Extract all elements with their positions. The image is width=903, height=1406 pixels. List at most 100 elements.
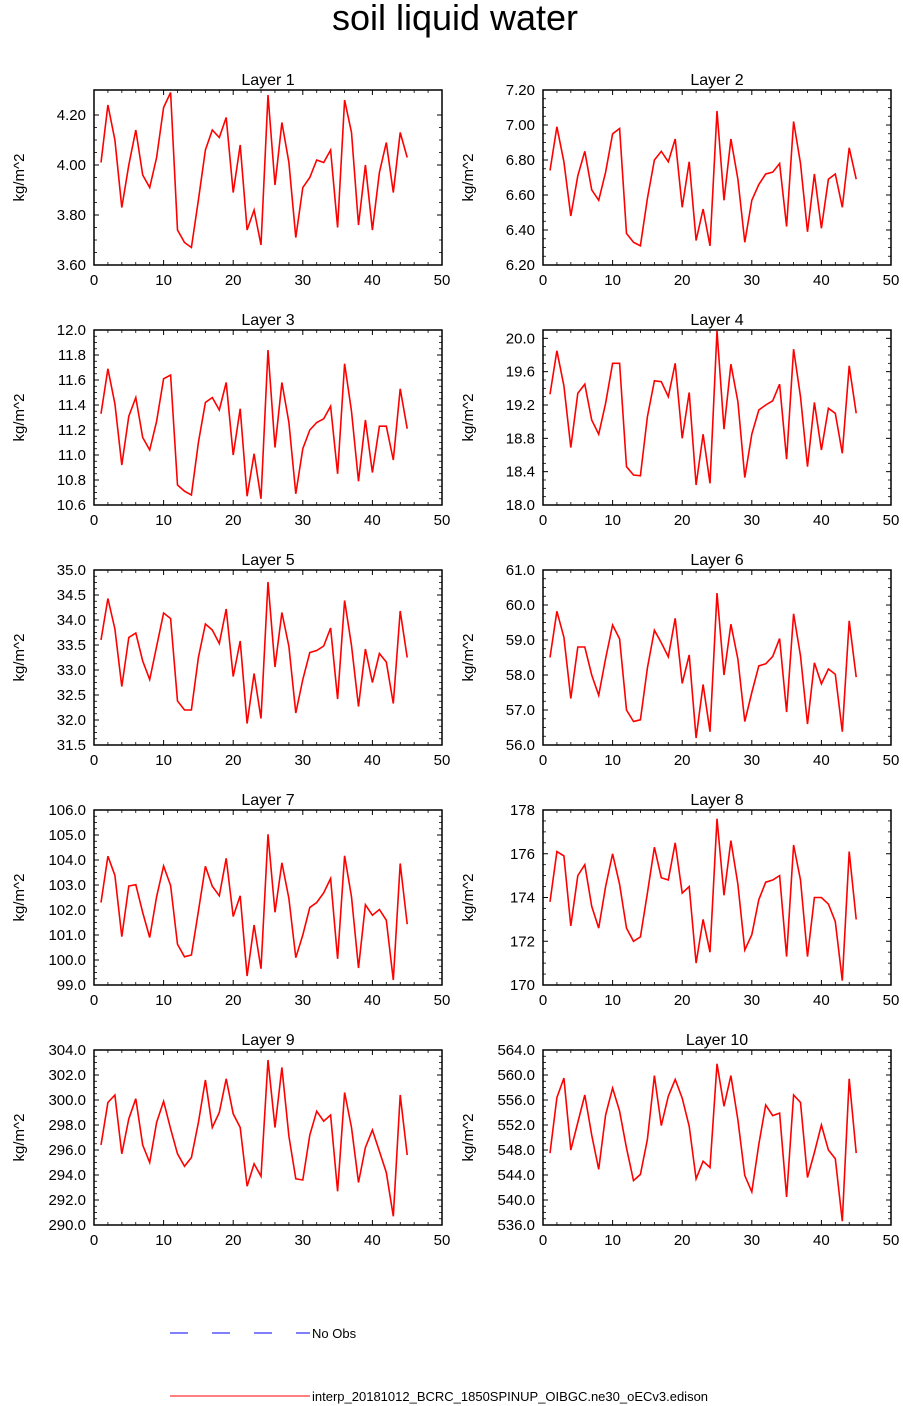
x-tick-label: 10 (155, 752, 172, 769)
y-tick-label: 7.00 (506, 117, 535, 134)
y-tick-label: 7.20 (506, 82, 535, 99)
plot-frame (93, 89, 443, 266)
x-tick-label: 10 (155, 272, 172, 289)
x-tick-label: 20 (674, 272, 691, 289)
panel-layer-2: Layer 2 kg/m^2 0 10 20 30 40 50 6.20 6.40 6.60 6.80… (460, 72, 899, 289)
panel-title: Layer 7 (241, 792, 294, 809)
panel-title: Layer 2 (690, 72, 743, 89)
x-tick-label: 30 (294, 992, 311, 1009)
y-tick-label: 32.5 (57, 687, 86, 704)
y-tick-label: 6.40 (506, 222, 535, 239)
y-tick-label: 11.6 (58, 372, 86, 389)
y-axis-label: kg/m^2 (460, 394, 477, 442)
series-line (549, 818, 857, 981)
x-tick-label: 40 (364, 512, 381, 529)
x-tick-label: 30 (294, 752, 311, 769)
y-tick-label: 552.0 (497, 1117, 535, 1134)
y-tick-label: 101.0 (48, 927, 86, 944)
y-tick-label: 33.5 (57, 637, 86, 654)
x-tick-label: 20 (674, 1232, 691, 1249)
panel-layer-7: Layer 7 kg/m^2 0 10 20 30 40 50 99.0 100.0 101.0 10… (11, 792, 450, 1009)
y-tick-label: 102.0 (48, 902, 86, 919)
x-tick-label: 40 (364, 992, 381, 1009)
x-tick-label: 30 (294, 272, 311, 289)
x-tick-label: 50 (883, 1232, 900, 1249)
x-tick-label: 50 (434, 512, 451, 529)
panel-title: Layer 6 (690, 552, 743, 569)
y-tick-label: 296.0 (48, 1142, 86, 1159)
y-tick-label: 31.5 (57, 737, 86, 754)
x-tick-label: 0 (539, 1232, 547, 1249)
x-tick-label: 20 (674, 512, 691, 529)
y-axis-label: kg/m^2 (11, 874, 28, 922)
y-tick-label: 6.20 (506, 257, 535, 274)
x-tick-label: 30 (743, 272, 760, 289)
y-tick-label: 18.4 (506, 464, 535, 481)
x-tick-label: 50 (883, 272, 900, 289)
x-tick-label: 0 (539, 992, 547, 1009)
panel-layer-3: Layer 3 kg/m^2 0 10 20 30 40 50 10.6 10.8 11.0 11.2… (11, 312, 450, 529)
series-line (549, 1063, 857, 1222)
x-tick-label: 20 (225, 1232, 242, 1249)
series-line (100, 581, 408, 724)
y-tick-label: 4.20 (57, 107, 86, 124)
y-tick-label: 540.0 (497, 1192, 535, 1209)
x-tick-label: 40 (813, 512, 830, 529)
y-axis-label: kg/m^2 (11, 1114, 28, 1162)
y-tick-label: 302.0 (48, 1067, 86, 1084)
y-tick-label: 104.0 (48, 852, 86, 869)
y-tick-label: 18.8 (506, 430, 535, 447)
panel-title: Layer 10 (686, 1032, 748, 1049)
series-line (549, 110, 857, 248)
y-tick-label: 60.0 (506, 597, 535, 614)
y-tick-label: 304.0 (48, 1042, 86, 1059)
y-tick-label: 33.0 (57, 662, 86, 679)
y-tick-label: 564.0 (497, 1042, 535, 1059)
x-tick-label: 0 (90, 512, 98, 529)
y-tick-label: 61.0 (506, 562, 535, 579)
panel-title: Layer 8 (690, 792, 743, 809)
y-tick-label: 19.2 (506, 397, 535, 414)
y-tick-label: 300.0 (48, 1092, 86, 1109)
x-tick-label: 0 (539, 272, 547, 289)
y-tick-label: 3.60 (57, 257, 86, 274)
y-axis-label: kg/m^2 (460, 1114, 477, 1162)
y-tick-label: 32.0 (57, 712, 86, 729)
x-tick-label: 10 (155, 512, 172, 529)
x-tick-label: 0 (90, 992, 98, 1009)
x-tick-label: 10 (155, 1232, 172, 1249)
panel-title: Layer 1 (241, 72, 294, 89)
x-tick-label: 10 (604, 512, 621, 529)
y-tick-label: 58.0 (506, 667, 535, 684)
y-tick-label: 18.0 (506, 497, 535, 514)
panel-grid: Layer 1 kg/m^2 0 10 20 30 40 50 3.60 3.80 4.00 4.20… (11, 72, 899, 1249)
x-tick-label: 40 (813, 752, 830, 769)
y-tick-label: 35.0 (57, 562, 86, 579)
x-tick-label: 20 (225, 272, 242, 289)
panel-title: Layer 3 (241, 312, 294, 329)
y-tick-label: 11.2 (58, 422, 86, 439)
legend: No Obs interp_20181012_BCRC_1850SPINUP_O… (170, 1326, 708, 1404)
x-tick-label: 50 (434, 1232, 451, 1249)
x-tick-label: 10 (604, 992, 621, 1009)
x-tick-label: 20 (225, 992, 242, 1009)
x-tick-label: 40 (364, 272, 381, 289)
y-tick-label: 544.0 (497, 1167, 535, 1184)
y-tick-label: 174 (510, 890, 535, 907)
y-tick-label: 10.8 (57, 472, 86, 489)
x-tick-label: 20 (225, 512, 242, 529)
y-tick-label: 34.5 (57, 587, 86, 604)
y-tick-label: 298.0 (48, 1117, 86, 1134)
x-tick-label: 30 (743, 512, 760, 529)
y-tick-label: 548.0 (497, 1142, 535, 1159)
y-tick-label: 6.80 (506, 152, 535, 169)
x-tick-label: 0 (90, 1232, 98, 1249)
x-tick-label: 10 (604, 1232, 621, 1249)
y-tick-label: 290.0 (48, 1217, 86, 1234)
panel-layer-10: Layer 10 kg/m^2 0 10 20 30 40 50 536.0 540.0 544.0… (460, 1032, 899, 1249)
y-axis-label: kg/m^2 (460, 634, 477, 682)
panel-title: Layer 5 (241, 552, 294, 569)
panel-title: Layer 4 (690, 312, 743, 329)
y-tick-label: 34.0 (57, 612, 86, 629)
y-tick-label: 12.0 (57, 322, 86, 339)
